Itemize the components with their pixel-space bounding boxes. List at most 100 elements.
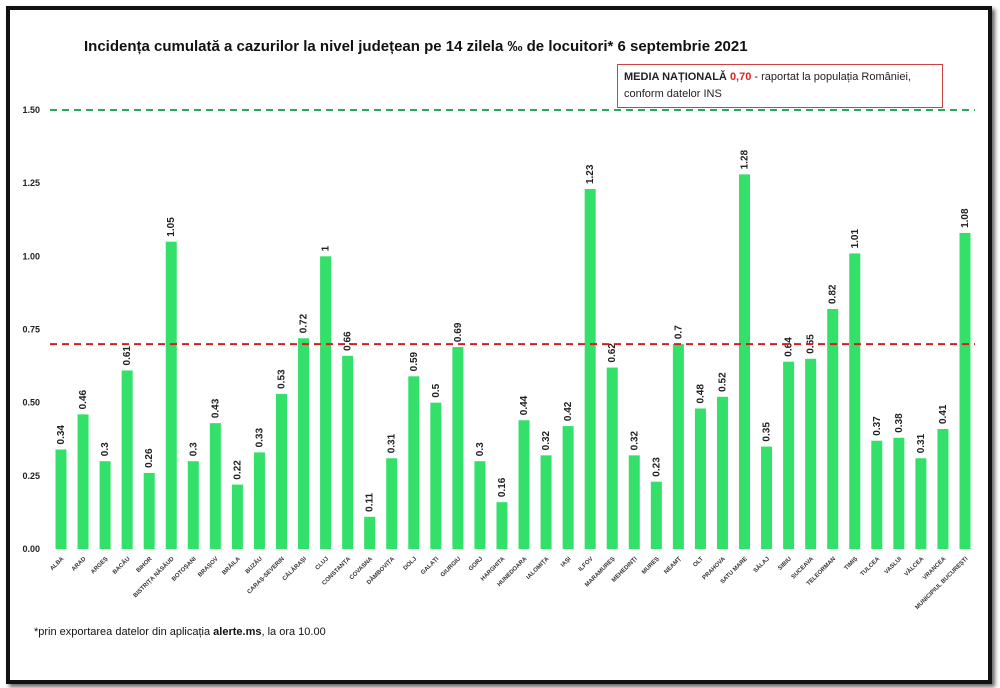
bar — [275, 393, 287, 549]
x-tick-label: SĂLAJ — [752, 555, 771, 574]
x-tick-label: CĂLĂRAȘI — [281, 555, 308, 582]
bar — [584, 189, 596, 549]
x-tick-label: GORJ — [468, 556, 484, 572]
bar — [77, 414, 89, 549]
x-tick-label: TIMIȘ — [844, 556, 860, 572]
bar — [231, 484, 243, 549]
x-tick-label: ARAD — [71, 556, 88, 573]
x-tick-label: BUZĂU — [244, 555, 264, 575]
y-tick-label: 1.25 — [22, 178, 40, 188]
bar — [121, 370, 133, 549]
bar — [474, 461, 486, 549]
data-label: 0.32 — [541, 430, 552, 450]
bar — [915, 458, 927, 549]
bar — [253, 452, 265, 549]
x-tick-label: BRĂILA — [221, 555, 242, 576]
bar — [893, 437, 905, 549]
data-label: 0.52 — [717, 372, 728, 392]
bar — [99, 461, 111, 549]
y-tick-label: 0.50 — [22, 398, 40, 408]
reference-lines — [50, 109, 975, 346]
bar — [187, 461, 199, 549]
y-tick-label: 0.75 — [22, 325, 40, 335]
bar — [320, 256, 332, 549]
bar — [959, 232, 971, 550]
data-label: 0.59 — [409, 351, 420, 371]
bar — [650, 481, 662, 549]
footnote: *prin exportarea datelor din aplicația a… — [34, 626, 326, 638]
x-tick-label: ILFOV — [578, 556, 595, 573]
data-label: 0.46 — [78, 389, 89, 409]
data-label: 0.62 — [607, 343, 618, 363]
x-tick-label: BRAȘOV — [197, 556, 219, 578]
data-label: 0.3 — [100, 442, 111, 456]
bar — [606, 367, 618, 549]
bar — [849, 253, 861, 549]
y-axis: 0.00 0.25 0.50 0.75 1.00 1.25 1.50 — [22, 105, 40, 554]
x-tick-label: BACĂU — [111, 555, 131, 575]
data-label: 0.61 — [122, 346, 133, 366]
data-label: 0.32 — [629, 430, 640, 450]
data-label: 0.31 — [387, 433, 398, 453]
data-label: 0.82 — [828, 284, 839, 304]
data-label: 0.43 — [210, 398, 221, 418]
data-label: 1 — [321, 245, 332, 251]
x-tick-label: SIBIU — [777, 556, 793, 572]
bar — [716, 396, 728, 549]
bars: 0.34 0.46 0.3 0.61 0.26 1.05 0.3 0.43 0.22 0.33 0.… — [55, 149, 971, 550]
data-label: 0.31 — [916, 433, 927, 453]
data-label: 0.72 — [299, 313, 310, 333]
bar — [694, 408, 706, 549]
data-label: 0.38 — [894, 413, 905, 433]
x-tick-label: GIURGIU — [440, 556, 462, 578]
data-label: 0.26 — [144, 448, 155, 468]
bar — [518, 420, 530, 549]
data-label: 0.69 — [453, 322, 464, 342]
data-label: 1.23 — [585, 164, 596, 184]
data-label: 1.08 — [960, 208, 971, 228]
legend-label: MEDIA NAȚIONALĂ — [624, 71, 727, 83]
x-tick-label: ALBA — [49, 556, 65, 572]
x-tick-label: GALAȚI — [420, 556, 440, 576]
data-label: 0.42 — [563, 401, 574, 421]
data-label: 0.37 — [872, 416, 883, 436]
bar — [672, 344, 684, 549]
x-tick-label: IAȘI — [560, 556, 573, 569]
x-tick-label: CLUJ — [315, 556, 330, 571]
x-tick-label: VASLUI — [884, 556, 904, 576]
x-tick-label: NEAMȚ — [663, 556, 683, 576]
bar — [562, 426, 574, 549]
bar — [761, 446, 773, 549]
x-tick-label: DOLJ — [403, 556, 419, 572]
bar — [496, 502, 508, 549]
data-label: 0.41 — [938, 404, 949, 424]
data-label: 0.48 — [695, 384, 706, 404]
bar — [628, 455, 640, 549]
bar — [783, 361, 795, 549]
bar — [55, 449, 67, 549]
data-label: 0.64 — [784, 337, 795, 357]
data-label: 1.28 — [740, 149, 751, 169]
data-label: 0.44 — [519, 395, 530, 415]
bar — [452, 347, 464, 549]
bar — [364, 516, 376, 549]
bar — [209, 423, 221, 549]
footnote-time: , la ora 10.00 — [261, 626, 326, 638]
data-label: 0.22 — [232, 460, 243, 480]
x-tick-label: BISTRIȚA NĂSĂUD — [132, 555, 176, 599]
data-label: 0.16 — [497, 477, 508, 497]
data-label: 0.7 — [673, 325, 684, 339]
bar — [871, 440, 883, 549]
y-tick-label: 1.50 — [22, 105, 40, 115]
bar — [540, 455, 552, 549]
data-label: 1.01 — [850, 229, 861, 249]
bar — [298, 338, 310, 549]
data-label: 0.34 — [56, 425, 67, 445]
x-tick-label: IALOMIȚA — [526, 556, 551, 581]
bar — [143, 472, 155, 549]
y-tick-label: 0.00 — [22, 544, 40, 554]
data-label: 0.23 — [651, 457, 662, 477]
bar — [430, 402, 442, 549]
footnote-text: *prin exportarea datelor din aplicația — [34, 626, 214, 638]
